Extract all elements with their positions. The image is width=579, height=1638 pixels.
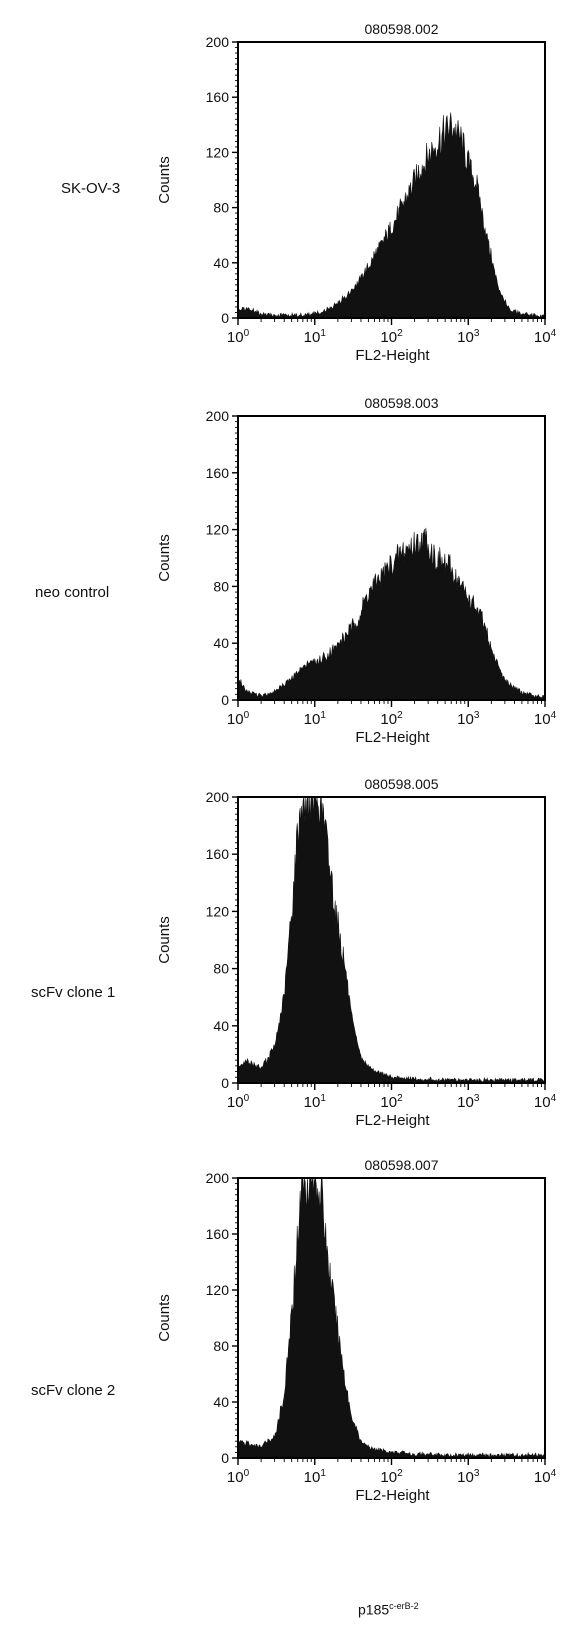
y-tick-label: 120 [206,1282,230,1298]
x-tick-label: 103 [457,1468,480,1486]
x-axis-label: FL2-Height [355,1487,430,1504]
x-tick-label: 101 [304,1093,327,1111]
y-tick-label: 0 [221,1450,229,1466]
x-tick-label: 101 [304,1468,327,1486]
y-tick-label: 80 [213,200,229,216]
sample-label-sk-ov-3: SK-OV-3 [61,180,121,197]
histogram-panel [232,41,546,325]
x-axis-label: FL2-Height [355,729,430,746]
sample-label-scfv-clone-2: scFv clone 2 [31,1382,116,1399]
chart-title: 080598.007 [365,1157,439,1173]
marker-label-superscript: c-erB-2 [389,1601,419,1611]
chart-title: 080598.002 [365,21,439,37]
x-tick-label: 101 [304,710,327,728]
x-tick-label: 102 [380,1093,403,1111]
y-tick-label: 40 [213,635,229,651]
x-axis-label: FL2-Height [355,347,430,364]
y-tick-label: 80 [213,961,229,977]
y-tick-label: 200 [206,34,230,50]
y-axis-label: Counts [156,534,173,582]
x-tick-label: 104 [534,328,557,346]
histogram-panel [232,796,546,1090]
y-axis-label: Counts [156,156,173,204]
x-tick-label: 100 [227,710,250,728]
histogram-series [237,796,546,1084]
sample-label-neo-control: neo control [35,584,110,601]
y-tick-label: 0 [221,692,229,708]
y-tick-label: 160 [206,1226,230,1242]
y-tick-label: 160 [206,846,230,862]
y-tick-label: 40 [213,1018,229,1034]
sample-label-scfv-clone-1: scFv clone 1 [31,984,116,1001]
y-tick-label: 0 [221,1075,229,1091]
y-tick-label: 120 [206,903,230,919]
y-tick-label: 160 [206,89,230,105]
x-tick-label: 103 [457,328,480,346]
histogram-panel [232,415,546,707]
chart-title: 080598.005 [365,776,439,792]
x-tick-label: 100 [227,1093,250,1111]
x-tick-label: 104 [534,1093,557,1111]
marker-label-base: p185 [358,1601,390,1618]
x-axis-label: FL2-Height [355,1112,430,1129]
histogram-series [237,112,546,320]
x-tick-label: 100 [227,328,250,346]
chart-title: 080598.003 [365,395,439,411]
y-tick-label: 40 [213,1394,229,1410]
x-tick-label: 103 [457,1093,480,1111]
histogram-panel [232,1177,546,1465]
y-axis-label: Counts [156,1294,173,1342]
y-tick-label: 200 [206,1170,230,1186]
x-tick-label: 102 [380,1468,403,1486]
y-tick-label: 40 [213,255,229,271]
x-tick-label: 102 [380,328,403,346]
y-tick-label: 200 [206,408,230,424]
marker-label: p185c-erB-2 [358,1601,419,1618]
x-tick-label: 100 [227,1468,250,1486]
x-tick-label: 102 [380,710,403,728]
y-axis-label: Counts [156,916,173,964]
x-tick-label: 101 [304,328,327,346]
y-tick-label: 120 [206,522,230,538]
histogram-series [237,1177,546,1459]
y-tick-label: 120 [206,144,230,160]
x-tick-label: 104 [534,1468,557,1486]
y-tick-label: 80 [213,1338,229,1354]
x-tick-label: 103 [457,710,480,728]
x-tick-label: 104 [534,710,557,728]
y-tick-label: 160 [206,465,230,481]
histogram-series [237,527,546,701]
y-tick-label: 200 [206,789,230,805]
y-tick-label: 0 [221,310,229,326]
y-tick-label: 80 [213,578,229,594]
